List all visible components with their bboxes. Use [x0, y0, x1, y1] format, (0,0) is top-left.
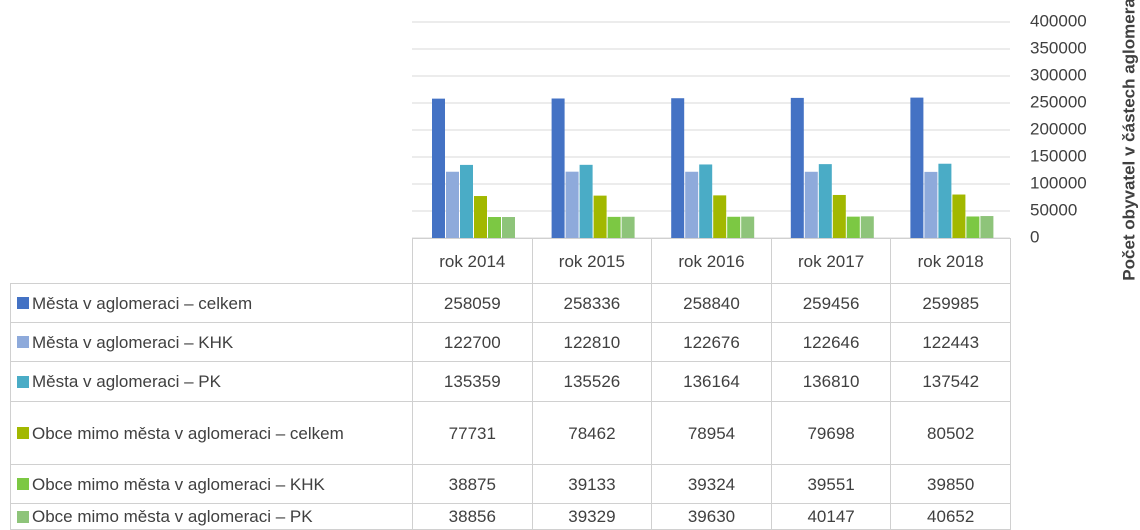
column-header: rok 2017	[770, 238, 892, 284]
table-value: 135526	[531, 361, 653, 402]
table-value: 39329	[531, 503, 653, 530]
bar	[607, 216, 621, 238]
y-tick-label: 350000	[1030, 38, 1087, 57]
y-tick-label: 200000	[1030, 119, 1087, 138]
legend-marker	[17, 510, 29, 523]
legend-cell: Města v aglomeraci – PK	[10, 361, 413, 402]
bar	[832, 194, 846, 238]
bar	[699, 164, 713, 238]
bar	[860, 216, 874, 238]
legend-label: Města v aglomeraci – PK	[32, 372, 221, 391]
legend-marker	[17, 297, 29, 309]
table-value: 122810	[531, 322, 653, 362]
bar	[924, 171, 938, 238]
table-value: 136810	[770, 361, 892, 402]
bar	[818, 164, 832, 238]
table-value: 135359	[412, 361, 533, 402]
bar	[579, 164, 593, 238]
legend-marker	[17, 375, 29, 388]
table-value: 39630	[651, 503, 772, 530]
table-value: 122443	[890, 322, 1011, 362]
legend-cell: Obce mimo města v aglomeraci – KHK	[10, 464, 413, 504]
table-value: 258336	[531, 283, 653, 323]
table-value: 79698	[770, 401, 892, 465]
table-value: 38856	[412, 503, 533, 530]
table-value: 259985	[890, 283, 1011, 323]
bar	[551, 98, 565, 238]
column-header: rok 2015	[531, 238, 653, 284]
bar	[446, 171, 459, 238]
bar	[980, 216, 994, 238]
bar	[727, 216, 741, 238]
table-value: 78462	[531, 401, 653, 465]
bar	[741, 216, 755, 238]
legend-cell: Města v aglomeraci – KHK	[10, 322, 413, 362]
bar	[790, 97, 804, 238]
legend-label: Obce mimo města v aglomeraci – celkem	[32, 423, 344, 443]
legend-cell: Města v aglomeraci – celkem	[10, 283, 413, 323]
table-value: 38875	[412, 464, 533, 504]
table-value: 80502	[890, 401, 1011, 465]
legend-label: Města v aglomeraci – celkem	[32, 293, 253, 313]
y-tick-label: 300000	[1030, 65, 1087, 84]
table-value: 39133	[531, 464, 653, 504]
table-value: 122676	[651, 322, 772, 362]
y-axis-title: Počet obyvatel v částech aglomerace	[1119, 0, 1138, 281]
column-header: rok 2014	[412, 238, 533, 284]
legend-label: Obce mimo města v aglomeraci – KHK	[32, 474, 325, 494]
table-value: 39850	[890, 464, 1011, 504]
y-tick-label: 50000	[1030, 200, 1077, 219]
table-value: 39551	[770, 464, 892, 504]
bar	[565, 171, 579, 238]
bar	[804, 171, 818, 238]
bar	[966, 216, 980, 238]
bar	[502, 217, 515, 238]
bar	[685, 171, 699, 238]
bar	[474, 196, 487, 238]
bar	[671, 98, 685, 238]
table-value: 39324	[651, 464, 772, 504]
legend-marker	[17, 478, 29, 490]
legend-marker	[17, 427, 29, 439]
bar	[621, 216, 635, 238]
bar	[938, 163, 952, 238]
y-tick-label: 100000	[1030, 173, 1087, 192]
bar	[488, 217, 501, 238]
table-value: 258840	[651, 283, 772, 323]
legend-cell: Obce mimo města v aglomeraci – celkem	[10, 401, 413, 465]
table-value: 259456	[770, 283, 892, 323]
table-value: 137542	[890, 361, 1011, 402]
table-value: 40652	[890, 503, 1011, 530]
y-tick-label: 400000	[1030, 11, 1087, 30]
table-value: 122700	[412, 322, 533, 362]
legend-cell: Obce mimo města v aglomeraci – PK	[10, 503, 413, 530]
table-value: 122646	[770, 322, 892, 362]
table-value: 136164	[651, 361, 772, 402]
table-value: 258059	[412, 283, 533, 323]
bar	[593, 195, 607, 238]
y-tick-label: 150000	[1030, 146, 1087, 165]
bar	[460, 164, 473, 238]
bar	[952, 194, 966, 238]
table-value: 77731	[412, 401, 533, 465]
y-tick-label: 0	[1030, 227, 1039, 246]
column-header: rok 2018	[890, 238, 1011, 284]
legend-label: Obce mimo města v aglomeraci – PK	[32, 507, 313, 526]
table-value: 78954	[651, 401, 772, 465]
legend-label: Města v aglomeraci – KHK	[32, 332, 234, 352]
bar	[910, 97, 924, 239]
bar	[432, 98, 445, 239]
column-header: rok 2016	[651, 238, 772, 284]
y-tick-label: 250000	[1030, 92, 1087, 111]
bar	[846, 216, 860, 238]
table-value: 40147	[770, 503, 892, 530]
legend-marker	[17, 336, 29, 348]
bar	[713, 195, 727, 238]
